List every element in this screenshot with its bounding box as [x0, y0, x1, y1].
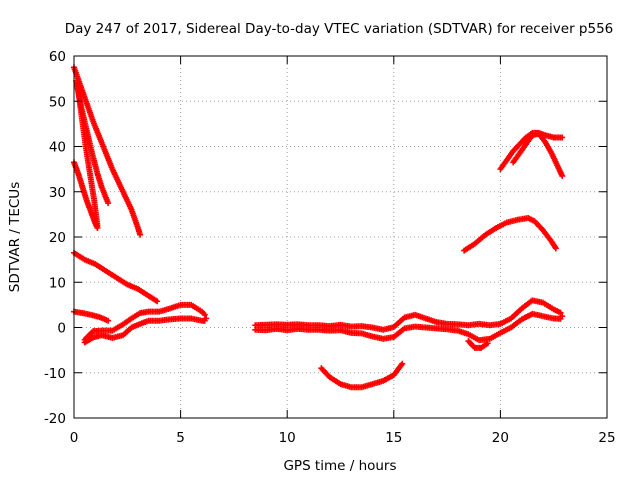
- y-tick-label: 40: [49, 140, 66, 156]
- y-tick-label: 60: [49, 49, 66, 65]
- x-axis-label: GPS time / hours: [283, 458, 396, 474]
- series-arc-1: [71, 64, 144, 238]
- y-tick-label: 10: [49, 275, 66, 291]
- data-point: [105, 200, 112, 207]
- data-point: [559, 313, 566, 320]
- data-point: [557, 309, 564, 316]
- data-point: [559, 134, 566, 141]
- x-tick-label: 10: [279, 430, 296, 446]
- data-point: [137, 231, 144, 238]
- data-point: [94, 224, 101, 231]
- data-point: [201, 311, 208, 318]
- series-arc-10: [461, 214, 559, 254]
- series-arc-7: [81, 301, 210, 346]
- y-tick-label: 30: [49, 185, 66, 201]
- x-tick-label: 20: [492, 430, 509, 446]
- data-point: [203, 315, 210, 322]
- series-arc-8: [252, 297, 566, 344]
- series-arc-9: [318, 360, 406, 391]
- plot-frame: [73, 55, 608, 419]
- y-tick-label: 20: [49, 230, 66, 246]
- y-axis-label: SDTVAR / TECUs: [7, 182, 23, 292]
- axis-ticks: 0 5 10 15 20 25 -20 -10 0 10 20 30 40 50 60: [44, 49, 616, 446]
- data-point: [105, 317, 112, 324]
- data-point: [154, 298, 161, 305]
- y-tick-label: -10: [44, 366, 66, 382]
- data-point: [552, 245, 559, 252]
- series-arc-12: [510, 130, 566, 179]
- data-point: [399, 360, 406, 367]
- y-tick-label: 0: [57, 321, 66, 337]
- grid: [74, 56, 607, 418]
- data-points: [71, 64, 566, 391]
- y-tick-label: -20: [44, 411, 66, 427]
- chart-title: Day 247 of 2017, Sidereal Day-to-day VTE…: [65, 21, 614, 37]
- series-arc-13: [465, 338, 491, 351]
- x-tick-label: 15: [385, 430, 402, 446]
- x-tick-label: 25: [598, 430, 615, 446]
- series-arc-5: [71, 249, 161, 305]
- series-arc-6: [71, 308, 112, 324]
- y-tick-label: 50: [49, 94, 66, 110]
- data-point: [559, 172, 566, 179]
- data-point: [484, 340, 491, 347]
- x-tick-label: 5: [176, 430, 185, 446]
- series-arc-3: [74, 80, 101, 229]
- x-tick-label: 0: [70, 430, 79, 446]
